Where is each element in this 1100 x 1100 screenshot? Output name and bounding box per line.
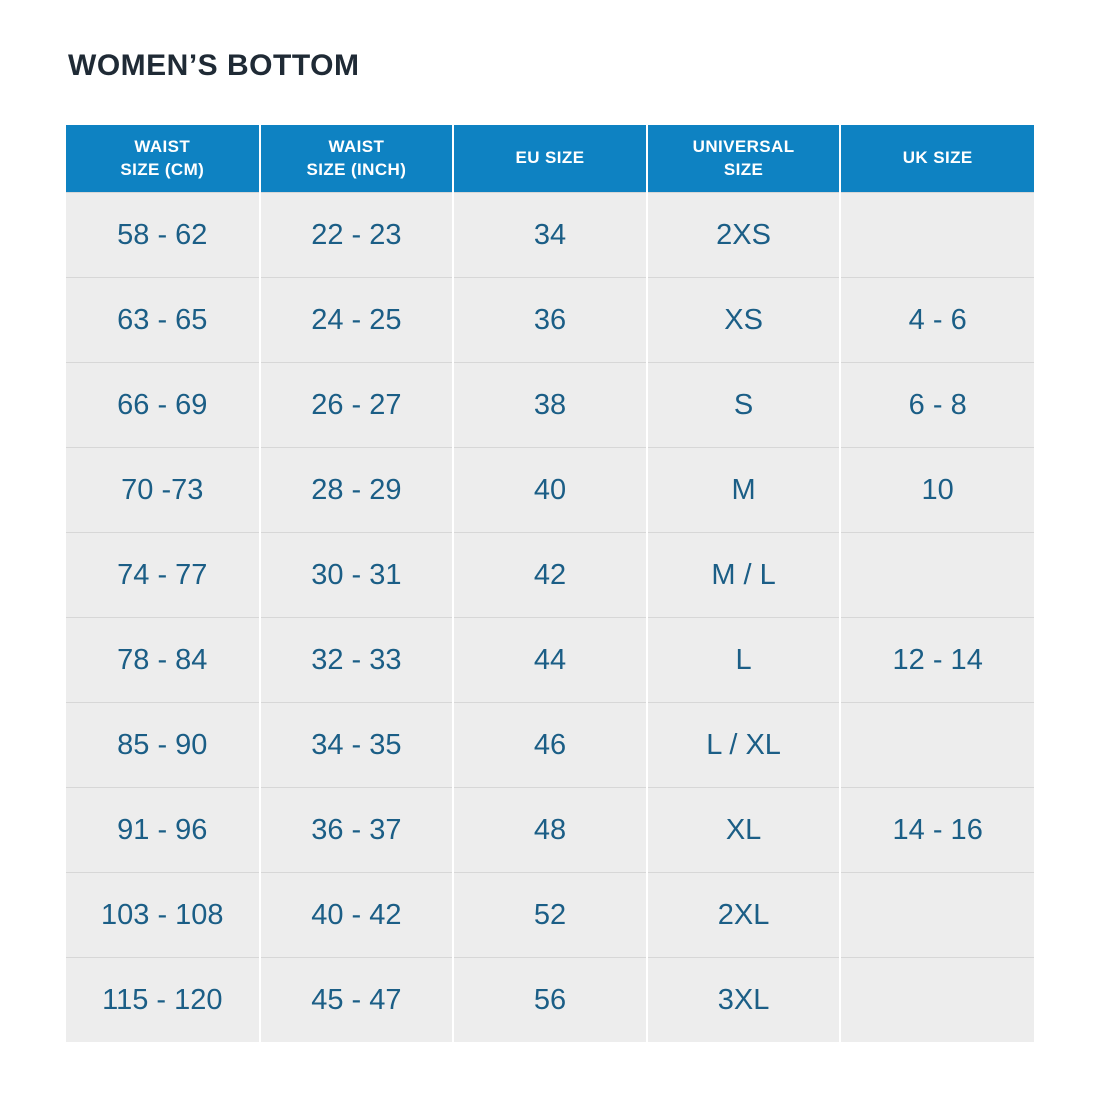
table-cell	[839, 872, 1034, 958]
table-cell: 74 - 77	[66, 532, 260, 618]
table-cell: M / L	[645, 532, 841, 618]
column-header: UNIVERSAL SIZE	[645, 125, 841, 193]
table-cell: 78 - 84	[66, 617, 260, 703]
table-row: 91 - 96 36 - 37 48 XL 14 - 16	[66, 787, 1034, 873]
table-cell: 34	[452, 192, 647, 278]
table-cell: 2XL	[645, 872, 841, 958]
table-cell: 32 - 33	[258, 617, 454, 703]
table-cell: 6 - 8	[839, 362, 1034, 448]
table-cell: 115 - 120	[66, 957, 260, 1042]
table-cell: 14 - 16	[839, 787, 1034, 873]
table-cell: 2XS	[645, 192, 841, 278]
size-chart-body: 58 - 62 22 - 23 34 2XS 63 - 65 24 - 25 36 XS 4 -…	[66, 192, 1034, 1042]
table-cell: 3XL	[645, 957, 841, 1042]
column-header: WAIST SIZE (CM)	[66, 125, 260, 193]
table-cell: 4 - 6	[839, 277, 1034, 363]
table-cell: XL	[645, 787, 841, 873]
table-cell: 103 - 108	[66, 872, 260, 958]
table-cell: 44	[452, 617, 647, 703]
table-cell	[839, 192, 1034, 278]
table-cell: 46	[452, 702, 647, 788]
table-row: 66 - 69 26 - 27 38 S 6 - 8	[66, 362, 1034, 448]
table-cell: L / XL	[645, 702, 841, 788]
table-cell: M	[645, 447, 841, 533]
table-cell: 63 - 65	[66, 277, 260, 363]
table-cell	[839, 702, 1034, 788]
table-cell: 10	[839, 447, 1034, 533]
table-cell: 26 - 27	[258, 362, 454, 448]
table-cell: 22 - 23	[258, 192, 454, 278]
table-cell: XS	[645, 277, 841, 363]
table-row: 85 - 90 34 - 35 46 L / XL	[66, 702, 1034, 788]
table-cell: 52	[452, 872, 647, 958]
table-cell	[839, 957, 1034, 1042]
table-cell: 42	[452, 532, 647, 618]
size-chart-table: WAIST SIZE (CM) WAIST SIZE (INCH) EU SIZE U…	[66, 125, 1034, 1042]
table-cell: 36	[452, 277, 647, 363]
table-cell: 56	[452, 957, 647, 1042]
column-header: WAIST SIZE (INCH)	[258, 125, 454, 193]
table-cell: 66 - 69	[66, 362, 260, 448]
table-row: 58 - 62 22 - 23 34 2XS	[66, 192, 1034, 278]
table-cell: 28 - 29	[258, 447, 454, 533]
table-cell: 91 - 96	[66, 787, 260, 873]
header-row: WAIST SIZE (CM) WAIST SIZE (INCH) EU SIZE U…	[66, 125, 1034, 193]
table-cell: S	[645, 362, 841, 448]
column-header: EU SIZE	[452, 125, 647, 193]
table-row: 63 - 65 24 - 25 36 XS 4 - 6	[66, 277, 1034, 363]
table-cell: 24 - 25	[258, 277, 454, 363]
table-cell: 70 -73	[66, 447, 260, 533]
table-cell: 85 - 90	[66, 702, 260, 788]
table-cell: L	[645, 617, 841, 703]
table-cell: 30 - 31	[258, 532, 454, 618]
table-cell: 12 - 14	[839, 617, 1034, 703]
column-header: UK SIZE	[839, 125, 1034, 193]
table-cell: 40 - 42	[258, 872, 454, 958]
table-row: 70 -73 28 - 29 40 M 10	[66, 447, 1034, 533]
table-row: 74 - 77 30 - 31 42 M / L	[66, 532, 1034, 618]
table-row: 103 - 108 40 - 42 52 2XL	[66, 872, 1034, 958]
table-cell: 58 - 62	[66, 192, 260, 278]
table-cell: 34 - 35	[258, 702, 454, 788]
table-cell: 36 - 37	[258, 787, 454, 873]
size-chart-header: WAIST SIZE (CM) WAIST SIZE (INCH) EU SIZE U…	[66, 125, 1034, 193]
table-cell: 45 - 47	[258, 957, 454, 1042]
table-cell	[839, 532, 1034, 618]
table-cell: 48	[452, 787, 647, 873]
table-row: 115 - 120 45 - 47 56 3XL	[66, 957, 1034, 1042]
table-cell: 40	[452, 447, 647, 533]
table-row: 78 - 84 32 - 33 44 L 12 - 14	[66, 617, 1034, 703]
table-cell: 38	[452, 362, 647, 448]
page-title: WOMEN’S BOTTOM	[68, 49, 360, 82]
